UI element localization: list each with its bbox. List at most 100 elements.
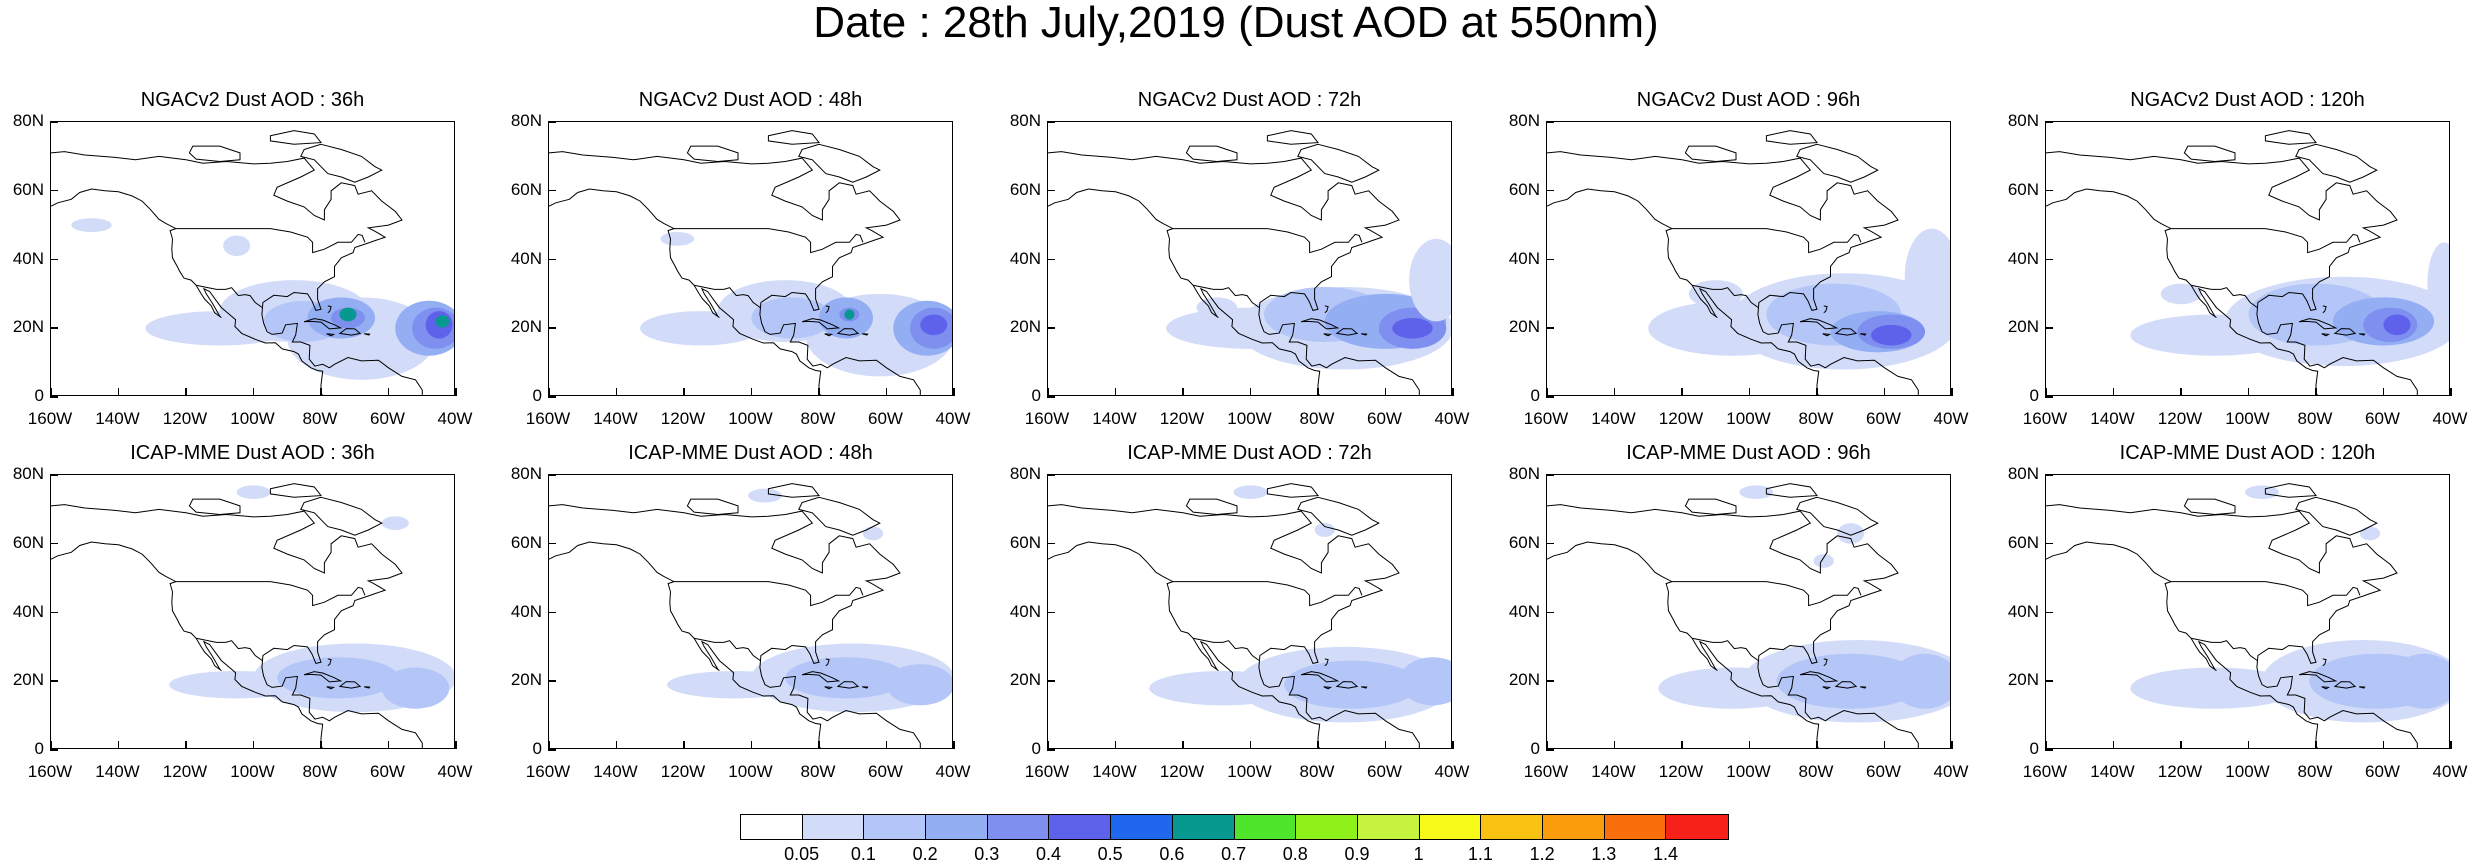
y-tick-label: 0 [34,386,44,405]
colorbar-swatch [1234,815,1297,839]
colorbar-label: 0.05 [784,844,820,864]
colorbar-label: 0.7 [1221,844,1247,864]
map-plot-area [1047,474,1452,749]
dust-aod-shading [1409,238,1451,322]
x-tick-label: 160W [1523,409,1569,428]
colorbar-label: 0.3 [974,844,1000,864]
x-tick [1748,741,1750,749]
colorbar-swatch [1604,815,1667,839]
x-tick-label: 120W [660,409,706,428]
x-tick-label: 40W [1933,409,1969,428]
map-canvas [1048,130,1451,395]
x-tick-label: 140W [593,762,638,781]
map-panel: NGACv2 Dust AOD : 72h 80N 60N 40N 20N 0 160W 14… [997,89,1502,434]
y-tick [1047,474,1055,476]
x-tick-label: 140W [593,409,638,428]
x-tick [1114,388,1116,396]
x-tick [1384,388,1386,396]
colorbar-label: 1.4 [1652,844,1679,864]
y-tick [548,327,556,329]
y-tick [2045,474,2053,476]
map-panel: ICAP-MME Dust AOD : 48h 80N 60N 40N 20N 0 160W… [498,442,1003,787]
dust-aod-shading [435,315,450,328]
map-canvas [51,483,454,748]
x-tick-label: 40W [2432,762,2468,781]
x-tick-label: 160W [2022,762,2068,781]
x-tick [320,388,322,396]
y-tick [548,680,556,682]
x-tick [117,388,119,396]
y-tick [1047,258,1055,260]
x-tick [185,741,187,749]
y-tick-label: 80N [1508,464,1540,483]
x-tick-label: 100W [728,762,773,781]
panel-title: ICAP-MME Dust AOD : 96h [1626,442,1871,464]
y-tick [50,542,58,545]
colorbar-swatch [864,815,927,839]
y-tick [548,396,556,398]
x-tick-label: 120W [1159,762,1205,781]
y-tick [50,121,58,123]
x-tick-label: 60W [868,762,903,781]
x-tick-label: 160W [1024,762,1070,781]
y-tick [2045,327,2053,329]
dust-aod-shading [339,307,357,322]
colorbar-label: 0.2 [912,844,938,864]
dust-aod-shading [748,488,782,503]
x-tick [2112,388,2114,396]
x-tick-label: 80W [1798,409,1834,428]
x-tick-label: 60W [868,409,903,428]
x-tick-label: 120W [2157,762,2203,781]
x-tick-label: 140W [95,762,140,781]
x-tick [1748,388,1750,396]
x-tick [615,388,617,396]
y-tick-label: 0 [1031,386,1041,405]
map-plot-area [1546,121,1951,396]
y-tick [1546,121,1554,123]
y-tick-label: 80N [2007,464,2039,483]
y-tick-label: 60N [1009,532,1041,552]
x-tick [1047,741,1049,749]
dust-aod-shading [1813,554,1834,568]
map-panel: ICAP-MME Dust AOD : 96h 80N 60N 40N 20N 0 160W… [1496,442,2001,787]
dust-aod-shading [844,309,855,320]
y-tick-label: 0 [532,739,542,758]
dust-aod-shading [236,485,271,500]
x-tick-label: 40W [1434,762,1470,781]
y-tick-label: 20N [1009,670,1041,690]
dust-aod-shading [785,657,907,699]
map-plot-area [548,474,953,749]
colorbar-swatch [1666,815,1728,839]
y-tick-label: 40N [1009,248,1041,268]
y-tick [50,189,58,192]
map-panel: ICAP-MME Dust AOD : 36h 80N 60N 40N 20N 0 160W… [0,442,505,787]
x-tick-label: 120W [1658,409,1704,428]
colorbar-label: 1.1 [1467,844,1493,864]
x-tick [50,741,52,749]
x-tick-label: 40W [935,762,971,781]
x-tick [683,388,685,396]
dust-aod-shading [660,232,695,246]
y-tick-label: 0 [34,739,44,758]
x-tick [2112,741,2114,749]
x-tick-label: 80W [1299,762,1335,781]
x-tick [2045,741,2047,749]
x-tick-label: 160W [2022,409,2068,428]
map-canvas [2046,483,2449,748]
x-tick-label: 80W [2297,762,2333,781]
y-tick-label: 20N [510,317,542,337]
y-tick [1546,327,1554,329]
y-tick-label: 40N [2007,248,2039,268]
x-tick [2450,741,2452,749]
y-tick [548,611,556,613]
y-tick-label: 20N [510,670,542,690]
x-tick-label: 100W [2225,762,2270,781]
x-tick-label: 160W [1523,762,1569,781]
y-tick-label: 60N [1508,532,1540,552]
x-tick [548,741,550,749]
x-tick [2450,388,2452,396]
dust-aod-shading [1891,653,1950,709]
colorbar-swatch [1419,815,1482,839]
x-tick [455,388,457,396]
y-tick-label: 20N [12,670,44,690]
